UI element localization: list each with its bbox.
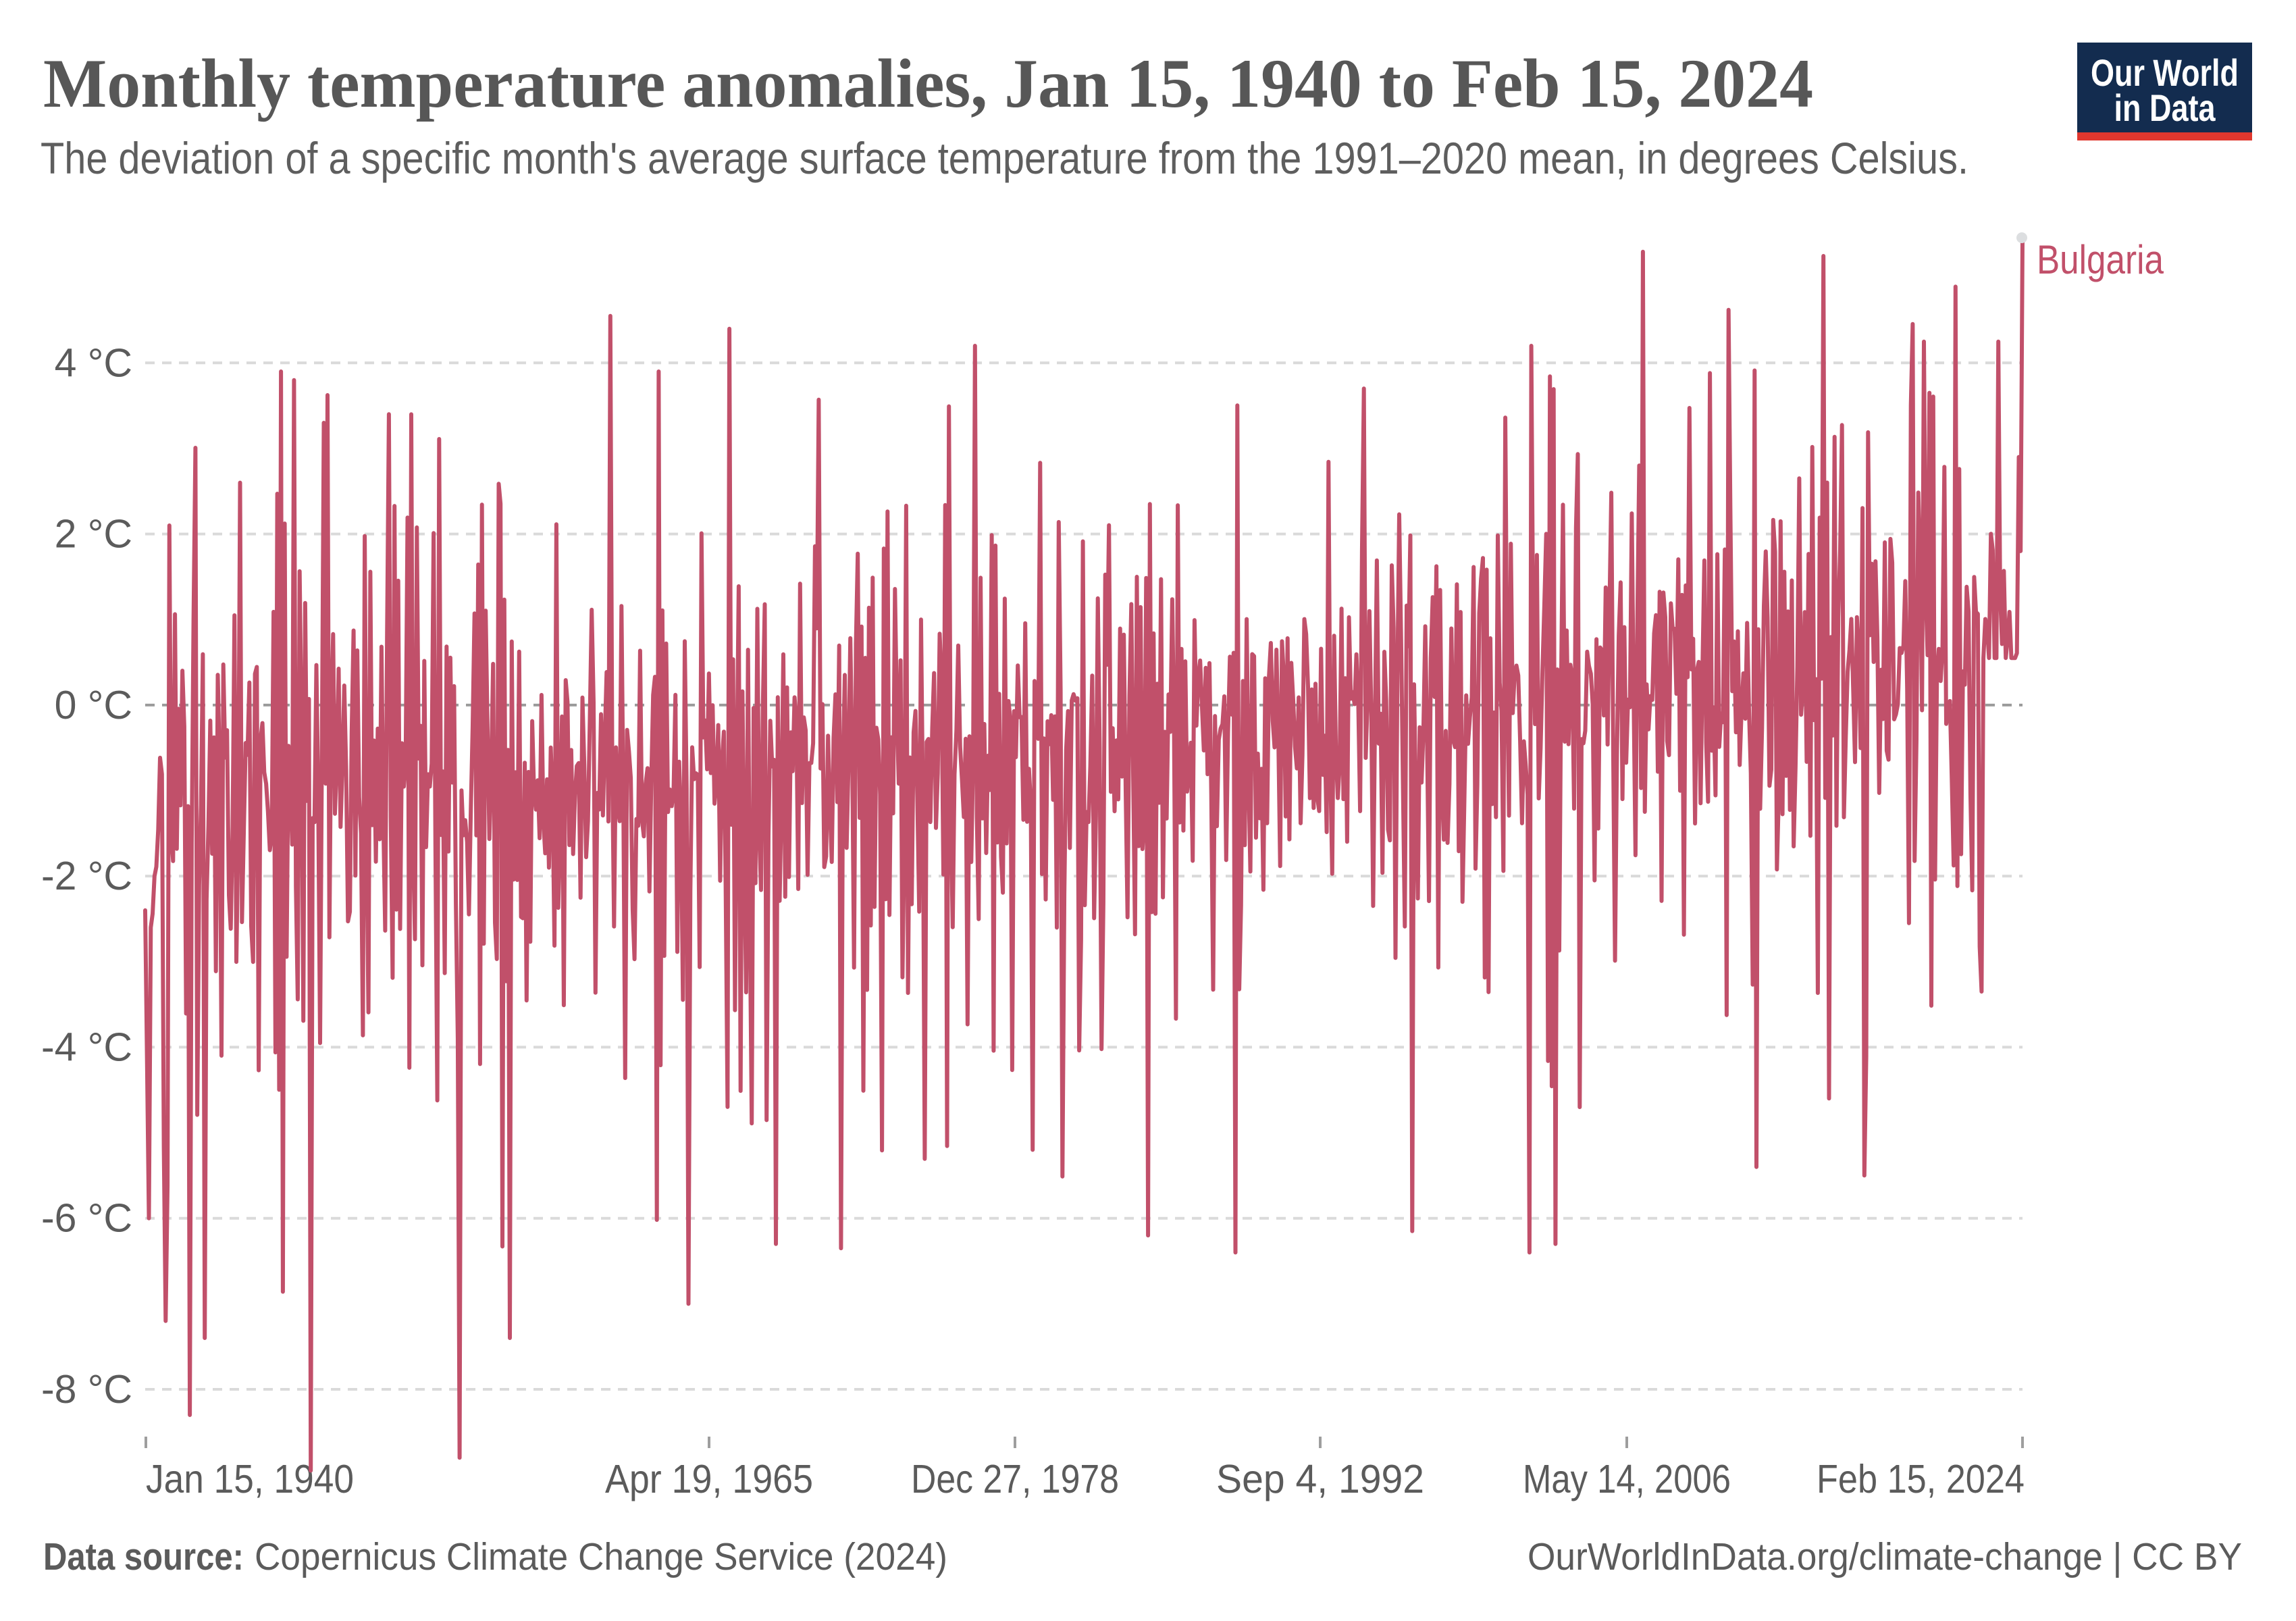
svg-text:Jan 15, 1940: Jan 15, 1940 bbox=[146, 1457, 354, 1501]
svg-text:Our World: Our World bbox=[2091, 51, 2239, 94]
svg-text:2 °C: 2 °C bbox=[55, 512, 132, 557]
svg-text:4 °C: 4 °C bbox=[55, 340, 132, 385]
svg-text:Copernicus Climate Change Serv: Copernicus Climate Change Service (2024) bbox=[255, 1535, 947, 1578]
svg-text:0 °C: 0 °C bbox=[55, 683, 132, 727]
svg-text:Sep 4, 1992: Sep 4, 1992 bbox=[1216, 1457, 1424, 1501]
svg-text:-4 °C: -4 °C bbox=[41, 1025, 132, 1069]
svg-text:Monthly temperature anomalies,: Monthly temperature anomalies, Jan 15, 1… bbox=[43, 45, 1813, 122]
svg-text:-6 °C: -6 °C bbox=[41, 1196, 132, 1241]
svg-text:Bulgaria: Bulgaria bbox=[2037, 237, 2164, 282]
svg-text:OurWorldInData.org/climate-cha: OurWorldInData.org/climate-change | CC B… bbox=[1528, 1535, 2242, 1578]
svg-text:-2 °C: -2 °C bbox=[41, 854, 132, 898]
svg-text:Feb 15, 2024: Feb 15, 2024 bbox=[1817, 1457, 2025, 1501]
svg-text:May 14, 2006: May 14, 2006 bbox=[1523, 1457, 1731, 1501]
svg-text:Dec 27, 1978: Dec 27, 1978 bbox=[911, 1457, 1119, 1501]
svg-text:in Data: in Data bbox=[2114, 86, 2216, 129]
svg-text:-8 °C: -8 °C bbox=[41, 1367, 132, 1412]
svg-text:Apr 19, 1965: Apr 19, 1965 bbox=[605, 1457, 813, 1501]
svg-text:Data source:: Data source: bbox=[43, 1535, 244, 1578]
svg-text:The deviation of a specific mo: The deviation of a specific month's aver… bbox=[41, 133, 1968, 183]
